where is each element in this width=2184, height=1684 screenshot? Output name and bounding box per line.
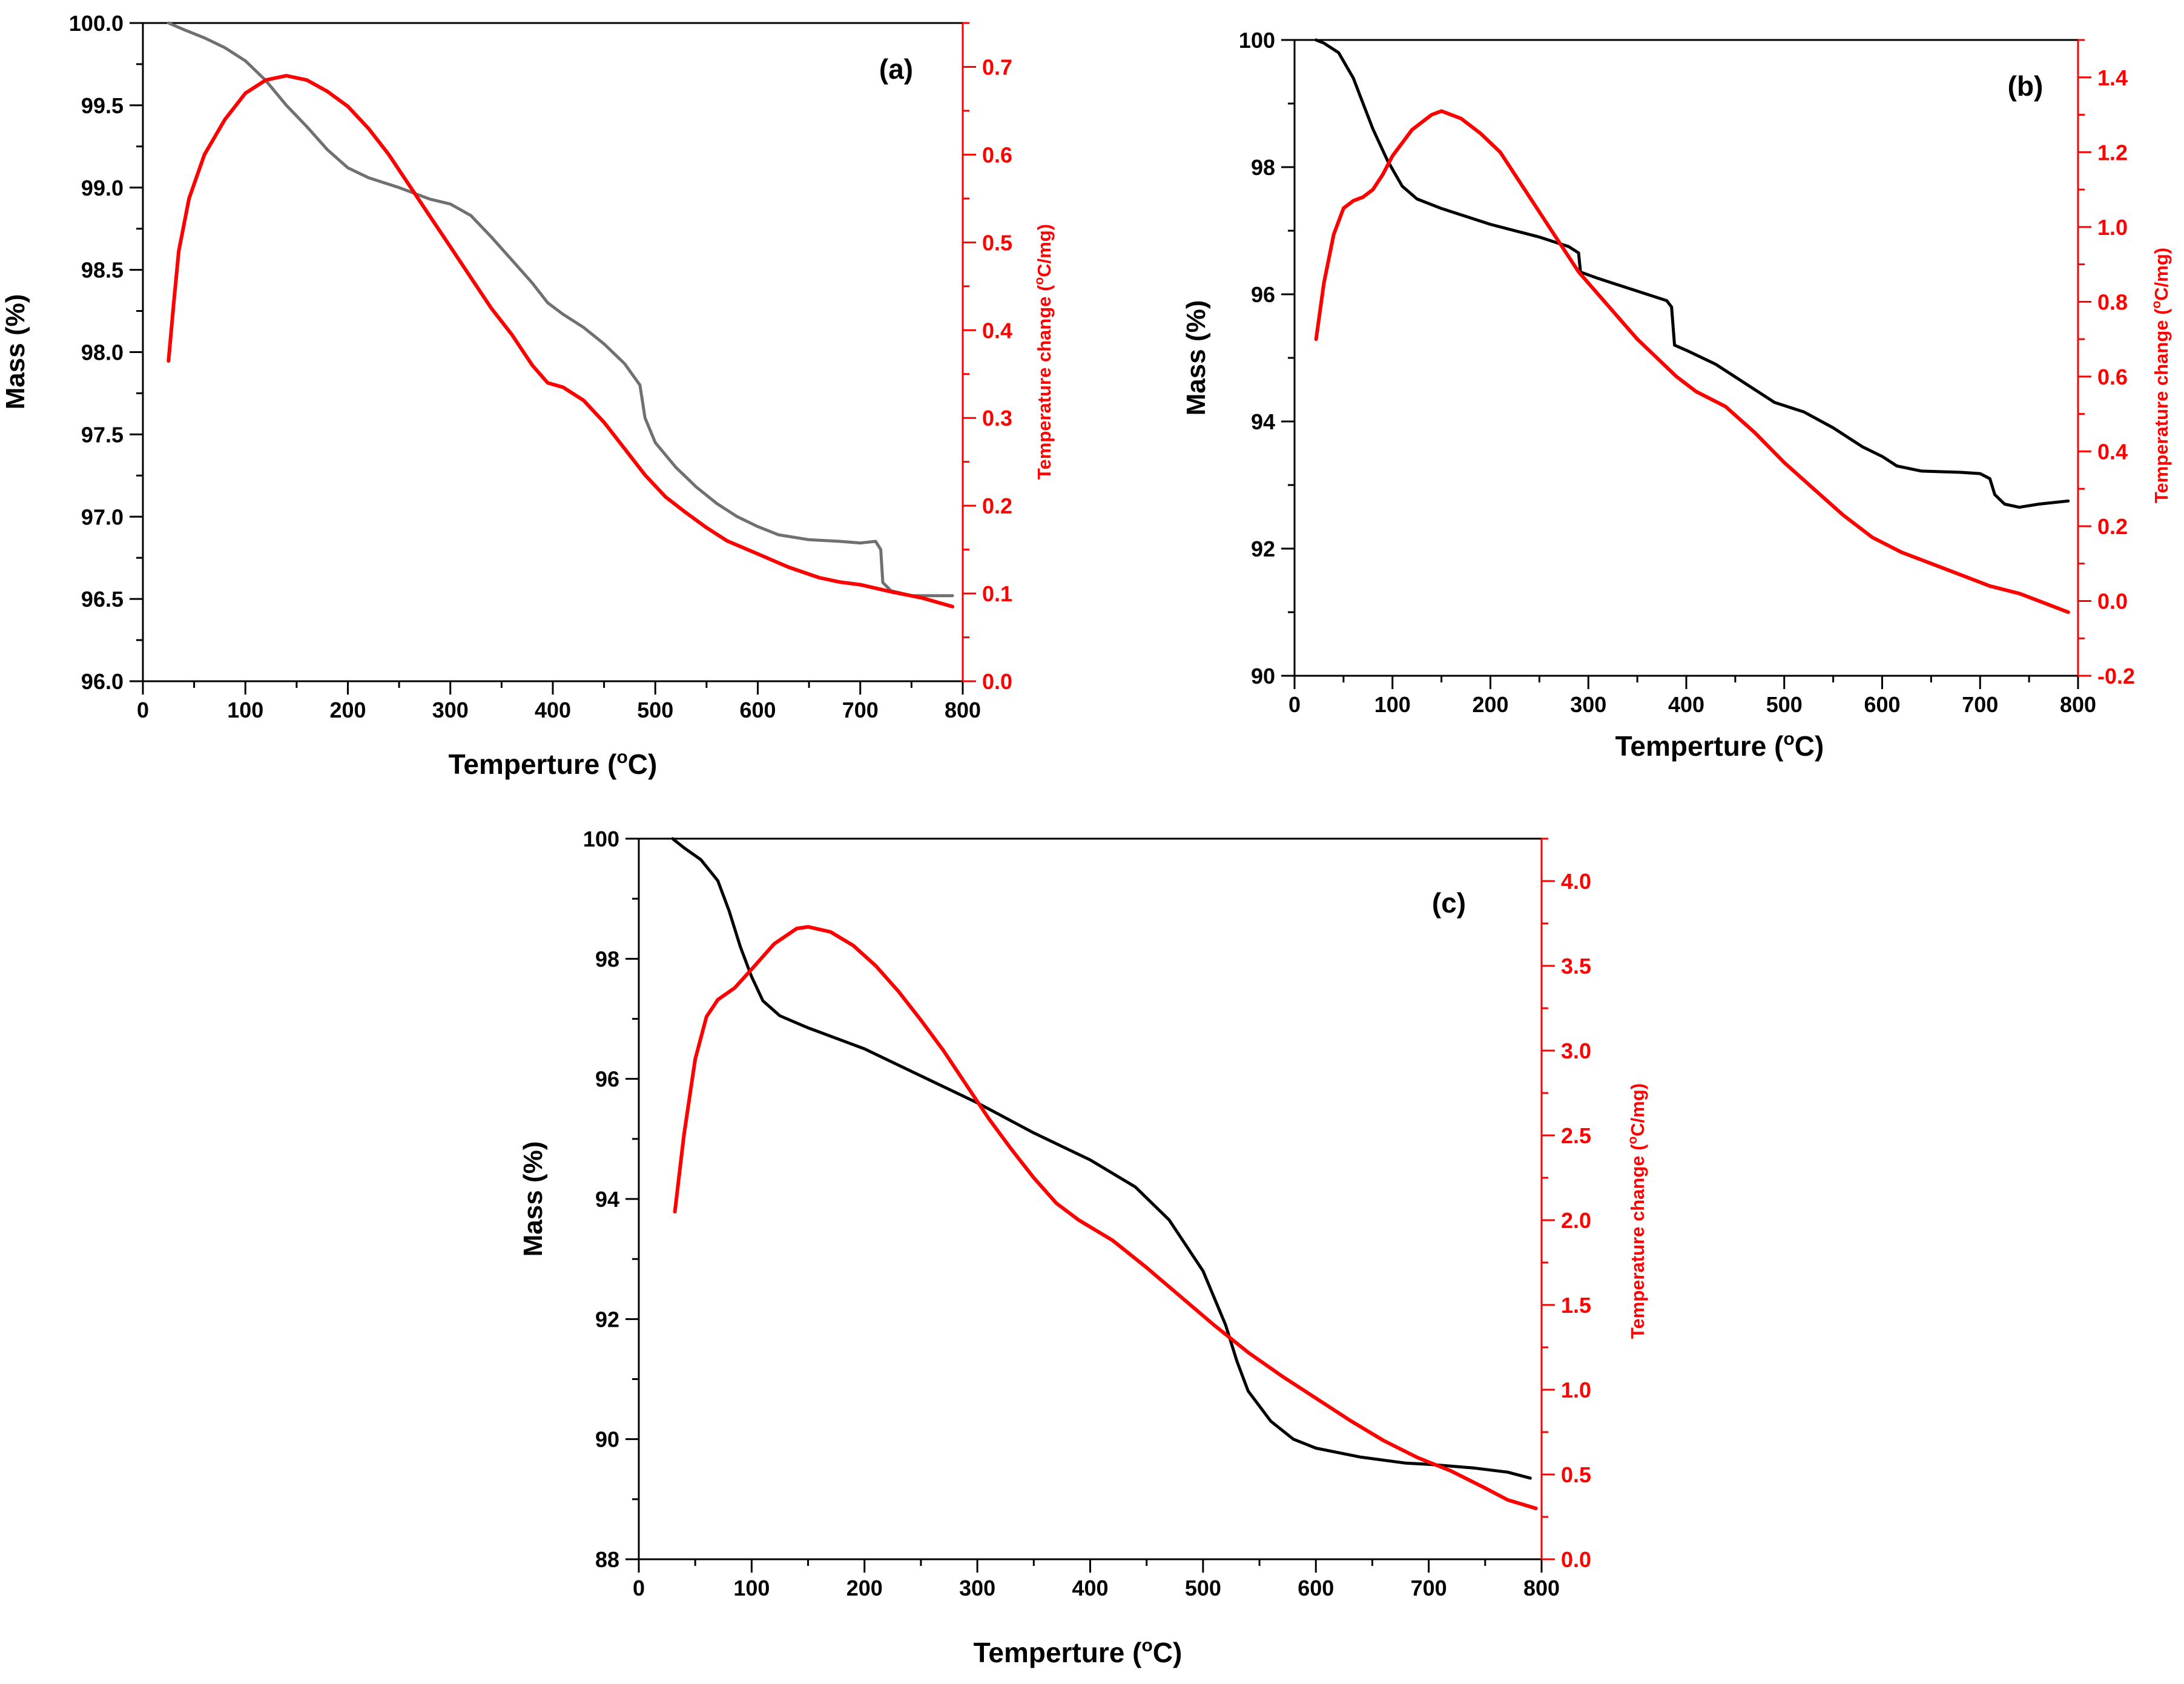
x-tick-label: 0	[1288, 692, 1301, 717]
x-tick-label: 500	[637, 698, 673, 722]
y-tick-label: 94	[595, 1187, 619, 1212]
y-tick-label: 92	[1251, 537, 1275, 561]
y2-tick-label: 0.8	[2097, 289, 2128, 314]
y2-tick-label: 1.5	[1561, 1293, 1591, 1318]
y-axis-label: Mass (%)	[518, 1141, 548, 1257]
y2-tick-label: 0.6	[2097, 365, 2128, 389]
chart-panel-1: 0 100 200 300 400 500 600 700 800 90 92 94 96 98 100 -0…	[1181, 28, 2172, 762]
y2-tick-label: 0.7	[982, 54, 1012, 79]
y-tick-label: 98	[1251, 155, 1275, 180]
series-line-temperature-change	[673, 925, 1538, 1510]
y-tick-label: 100	[1239, 28, 1275, 53]
chart-panel-0: 0 100 200 300 400 500 600 700 800 96.0 96.5 97.0 97.…	[1, 11, 1055, 780]
x-tick-label: 100	[1374, 692, 1411, 717]
y2-tick-label: 0.0	[982, 669, 1012, 694]
y-axis-label: Mass (%)	[1, 294, 30, 410]
x-tick-label: 500	[1185, 1576, 1221, 1600]
x-tick-label: 800	[1523, 1576, 1560, 1600]
panel-label: (a)	[879, 53, 913, 85]
y2-tick-label: 0.5	[982, 230, 1012, 255]
y-tick-label: 98.5	[81, 258, 124, 283]
x-axis-label: Temperture (oC)	[1615, 729, 1824, 762]
y2-tick-label: 1.0	[1561, 1378, 1591, 1402]
y2-tick-label: 0.1	[982, 581, 1012, 606]
y-tick-label: 90	[1251, 664, 1275, 688]
y2-tick-label: 3.5	[1561, 954, 1591, 979]
series-line-temperature-change	[167, 74, 955, 609]
panel-label: (c)	[1432, 887, 1466, 919]
y-tick-label: 96.0	[81, 669, 124, 694]
x-tick-label: 700	[842, 698, 879, 722]
y-tick-label: 97.0	[81, 504, 124, 529]
y-tick-label: 99.0	[81, 176, 124, 200]
x-tick-label: 200	[846, 1576, 883, 1600]
series-line-mass	[167, 21, 954, 598]
x-tick-label: 600	[1298, 1576, 1334, 1600]
y2-tick-label: 2.5	[1561, 1123, 1591, 1148]
x-tick-label: 300	[1570, 692, 1606, 717]
x-tick-label: 400	[535, 698, 571, 722]
y2-tick-label: 0.2	[2097, 514, 2128, 539]
y-tick-label: 94	[1251, 409, 1275, 434]
y2-tick-label: 1.4	[2097, 65, 2128, 90]
y2-tick-label: 4.0	[1561, 869, 1591, 894]
chart-panel-2: 0 100 200 300 400 500 600 700 800 88 90 92 94 96 98 100…	[518, 827, 1648, 1668]
y-tick-label: 98	[595, 946, 619, 971]
y2-tick-label: 3.0	[1561, 1038, 1591, 1063]
y2-axis-label: Temperature change (oC/mg)	[1032, 224, 1055, 480]
y2-tick-label: 0.2	[982, 494, 1012, 518]
x-tick-label: 200	[1472, 692, 1508, 717]
x-tick-label: 400	[1668, 692, 1704, 717]
y-tick-label: 96.5	[81, 587, 124, 612]
y-tick-label: 100	[583, 827, 619, 851]
x-tick-label: 800	[945, 698, 981, 722]
x-tick-label: 100	[733, 1576, 770, 1600]
x-tick-label: 400	[1072, 1576, 1108, 1600]
y2-axis-label: Temperature change (oC/mg)	[1626, 1083, 1648, 1339]
y-axis-label: Mass (%)	[1181, 300, 1211, 416]
y-tick-label: 92	[595, 1307, 619, 1332]
y-tick-label: 90	[595, 1427, 619, 1452]
x-tick-label: 700	[1962, 692, 1998, 717]
x-tick-label: 300	[432, 698, 469, 722]
y2-tick-label: 0.5	[1561, 1462, 1591, 1487]
y-tick-label: 96	[1251, 282, 1275, 307]
y2-tick-label: 0.3	[982, 406, 1012, 431]
y-tick-label: 98.0	[81, 340, 124, 365]
y2-tick-label: 0.0	[1561, 1547, 1591, 1572]
y2-axis-label: Temperature change (oC/mg)	[2149, 248, 2172, 503]
y2-tick-label: 1.2	[2097, 140, 2128, 165]
x-tick-label: 0	[137, 698, 149, 722]
x-tick-label: 500	[1766, 692, 1803, 717]
series-line-mass	[671, 837, 1532, 1480]
x-tick-label: 600	[739, 698, 776, 722]
y-tick-label: 96	[595, 1067, 619, 1092]
x-tick-label: 100	[227, 698, 263, 722]
x-tick-label: 700	[1411, 1576, 1447, 1600]
x-axis-label: Temperture (oC)	[449, 747, 658, 780]
y2-tick-label: 0.6	[982, 142, 1012, 167]
x-tick-label: 600	[1864, 692, 1900, 717]
y2-tick-label: 0.4	[982, 318, 1012, 343]
x-tick-label: 0	[633, 1576, 645, 1600]
x-tick-label: 800	[2060, 692, 2096, 717]
x-tick-label: 300	[959, 1576, 995, 1600]
y-tick-label: 100.0	[69, 11, 124, 36]
y-tick-label: 99.5	[81, 93, 124, 118]
x-tick-label: 200	[329, 698, 366, 722]
y2-tick-label: 0.4	[2097, 439, 2128, 464]
y2-tick-label: 1.0	[2097, 215, 2128, 240]
y2-tick-label: 2.0	[1561, 1208, 1591, 1233]
y2-tick-label: 0.0	[2097, 589, 2128, 613]
series-line-mass	[1315, 38, 2070, 509]
y-tick-label: 97.5	[81, 422, 124, 447]
y-tick-label: 88	[595, 1547, 619, 1572]
series-line-temperature-change	[1314, 109, 2070, 614]
y2-tick-label: -0.2	[2097, 664, 2135, 688]
panel-label: (b)	[2008, 70, 2044, 102]
x-axis-label: Temperture (oC)	[974, 1636, 1183, 1668]
